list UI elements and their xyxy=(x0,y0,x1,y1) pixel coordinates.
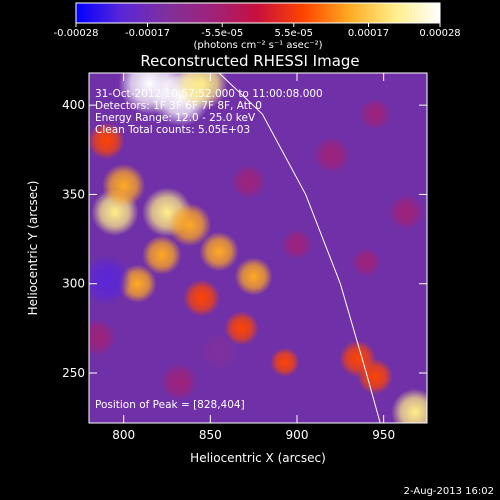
emission-blob xyxy=(89,318,117,356)
emission-blob xyxy=(175,73,228,110)
emission-blob xyxy=(142,235,182,275)
chart-title: Reconstructed RHESSI Image xyxy=(140,52,359,70)
colorbar-tick-label: -0.00017 xyxy=(125,28,170,39)
emission-blob xyxy=(199,331,239,372)
emission-blob xyxy=(167,203,212,247)
footer-date: 2-Aug-2013 16:02 xyxy=(404,486,494,497)
info-line: Energy Range: 12.0 - 25.0 keV xyxy=(95,112,256,124)
emission-blob xyxy=(351,247,381,277)
emission-blob xyxy=(89,255,132,305)
observation-info: 31-Oct-2012 10:57:52.000 to 11:00:08.000… xyxy=(95,88,323,136)
x-axis: 800 850 900 950 xyxy=(112,73,395,442)
emission-blob xyxy=(183,279,221,317)
colorbar-tick-label: 5.5e-05 xyxy=(275,28,313,39)
colorbar-units: (photons cm⁻² s⁻¹ asec⁻²) xyxy=(193,40,322,51)
info-line: Clean Total counts: 5.05E+03 xyxy=(95,124,250,136)
heatmap xyxy=(89,73,427,423)
colorbar-ticks: -0.00028 -0.00017 -5.5e-05 5.5e-05 0.00017 0.… xyxy=(54,23,461,39)
colorbar-tick-label: -0.00028 xyxy=(54,28,99,39)
y-axis-label: Heliocentric Y (arcsec) xyxy=(26,181,40,316)
y-axis: 250 300 350 400 xyxy=(62,98,427,380)
emission-blob xyxy=(234,257,273,296)
emission-blob xyxy=(160,363,198,401)
y-tick-label: 350 xyxy=(62,187,85,201)
peak-position-label: Position of Peak = [828,404] xyxy=(95,399,245,411)
solar-limb-curve xyxy=(218,73,381,423)
plot-frame xyxy=(88,72,428,424)
colorbar-tick-label: 0.00017 xyxy=(348,28,389,39)
info-line: 31-Oct-2012 10:57:52.000 to 11:00:08.000 xyxy=(95,88,323,100)
colorbar-tick-label: 0.00028 xyxy=(419,28,460,39)
emission-blob xyxy=(199,231,239,272)
x-tick-label: 950 xyxy=(372,428,395,442)
emission-blob xyxy=(281,229,313,260)
y-tick-label: 300 xyxy=(62,277,85,291)
emission-blob xyxy=(359,98,391,130)
y-tick-label: 400 xyxy=(62,98,85,112)
emission-blob xyxy=(270,347,300,377)
colorbar xyxy=(75,2,441,24)
x-tick-label: 800 xyxy=(112,428,135,442)
emission-blob xyxy=(357,358,393,395)
x-tick-label: 900 xyxy=(286,428,309,442)
emission-blob xyxy=(313,136,351,174)
colorbar-tick-label: -5.5e-05 xyxy=(201,28,243,39)
emission-blob xyxy=(89,122,125,160)
emission-blob xyxy=(388,194,424,231)
y-tick-label: 250 xyxy=(62,366,85,380)
x-axis-label: Heliocentric X (arcsec) xyxy=(190,451,326,465)
emission-blob xyxy=(102,163,146,208)
emission-blob xyxy=(231,164,266,200)
info-line: Detectors: 1F 3F 6F 7F 8F, Att 0 xyxy=(95,100,262,112)
emission-blob xyxy=(224,311,259,346)
emission-blob xyxy=(391,388,427,423)
x-tick-label: 850 xyxy=(199,428,222,442)
